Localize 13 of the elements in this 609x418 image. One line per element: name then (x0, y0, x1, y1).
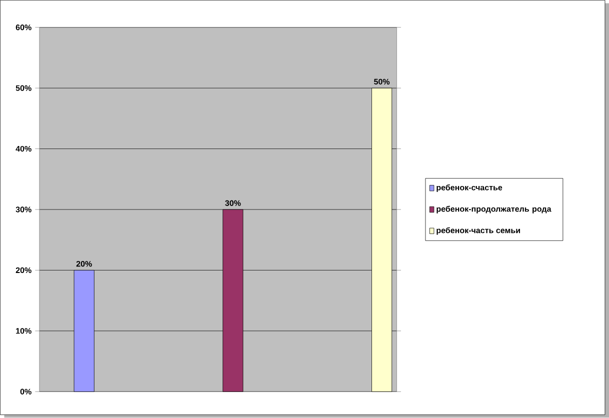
legend-label: ребенок-часть семьи (436, 227, 520, 235)
y-tick-label: 0% (20, 388, 32, 395)
data-label: 20% (76, 261, 92, 267)
y-tick-label: 60% (16, 24, 32, 30)
legend-label: ребенок-счастье (436, 184, 502, 192)
data-label: 30% (225, 200, 241, 206)
y-tick-label: 40% (16, 146, 32, 152)
data-label: 50% (374, 78, 390, 85)
y-tick-label: 20% (16, 267, 32, 274)
legend-label: ребенок-продолжатель рода (436, 206, 552, 214)
y-tick-label: 10% (16, 328, 32, 334)
y-tick-label: 30% (16, 206, 32, 212)
y-tick-label: 50% (16, 85, 32, 92)
